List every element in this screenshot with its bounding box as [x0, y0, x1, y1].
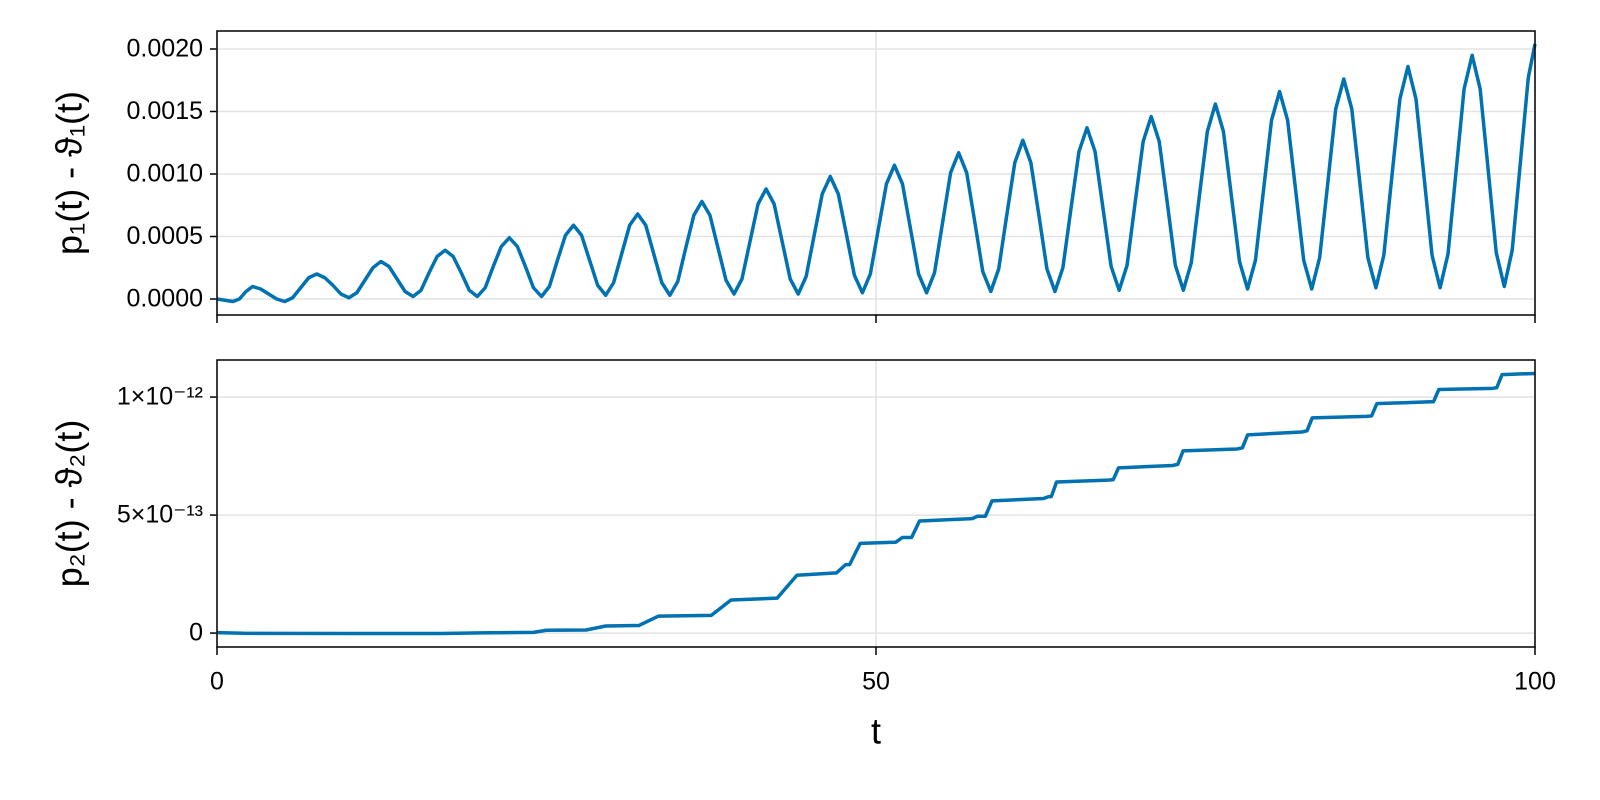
- data-line: [216, 371, 1536, 636]
- y-tick-label: 1×10⁻¹²: [117, 383, 203, 411]
- y-tick-label: 5×10⁻¹³: [117, 501, 203, 529]
- y-tick-label: 0.0010: [127, 160, 203, 188]
- plot-frame: [216, 359, 1536, 648]
- y-axis-label: p₁(t) - ϑ₁(t): [49, 91, 90, 255]
- y-tick-label: 0.0000: [127, 285, 203, 313]
- x-tick-label: 0: [210, 668, 224, 696]
- x-tick-label: 100: [1514, 668, 1556, 696]
- y-axis-label: p₂(t) - ϑ₂(t): [49, 420, 90, 588]
- x-axis-label: t: [871, 711, 881, 752]
- data-line: [216, 43, 1537, 304]
- x-tick-label: 50: [862, 668, 890, 696]
- y-tick-label: 0.0005: [127, 222, 203, 250]
- plot-frame: [216, 30, 1536, 316]
- y-tick-label: 0.0020: [127, 35, 203, 63]
- y-tick-label: 0: [189, 619, 203, 647]
- y-tick-label: 0.0015: [127, 97, 203, 125]
